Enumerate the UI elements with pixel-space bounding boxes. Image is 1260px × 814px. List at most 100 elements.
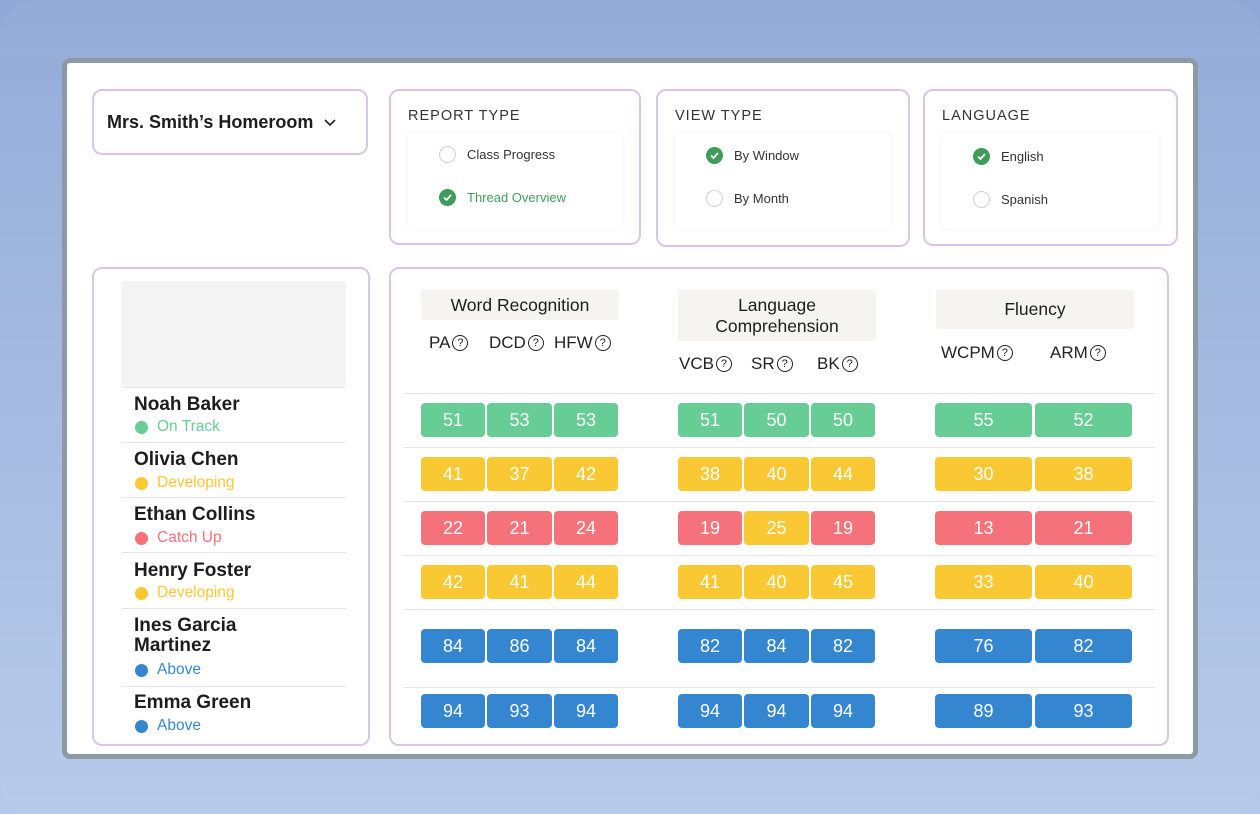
check-circle-icon: [439, 189, 456, 206]
score-cell[interactable]: 45: [811, 565, 875, 599]
scores-panel: Word Recognition Language Comprehension …: [389, 267, 1169, 746]
score-cell[interactable]: 33: [935, 565, 1032, 599]
student-status: Above: [135, 717, 201, 735]
student-row[interactable]: Henry Foster Developing: [122, 552, 346, 608]
score-cell[interactable]: 53: [487, 403, 552, 437]
report-type-card: REPORT TYPE Class Progress Thread Overvi…: [389, 89, 641, 245]
help-icon[interactable]: ?: [527, 335, 544, 351]
help-icon[interactable]: ?: [1089, 345, 1106, 361]
group-header-fluency: Fluency: [936, 290, 1134, 329]
chevron-down-icon: [323, 115, 337, 129]
check-circle-icon: [706, 147, 723, 164]
student-list-header: [121, 281, 346, 387]
status-label: On Track: [157, 418, 220, 435]
row-divider: [403, 447, 1155, 448]
score-cell[interactable]: 41: [487, 565, 552, 599]
score-cell[interactable]: 19: [811, 511, 875, 545]
score-cell[interactable]: 21: [487, 511, 552, 545]
student-row[interactable]: Olivia Chen Developing: [122, 442, 346, 497]
student-row[interactable]: Emma Green Above: [122, 686, 346, 742]
score-cell[interactable]: 42: [554, 457, 618, 491]
app-window: Mrs. Smith’s Homeroom REPORT TYPE Class …: [62, 58, 1198, 759]
class-select-dropdown[interactable]: Mrs. Smith’s Homeroom: [92, 89, 368, 155]
help-icon[interactable]: ?: [841, 356, 858, 372]
score-cell[interactable]: 13: [935, 511, 1032, 545]
score-cell[interactable]: 30: [935, 457, 1032, 491]
subskill-dcd: DCD ?: [489, 333, 544, 353]
group-header-language-comprehension: Language Comprehension: [678, 290, 876, 341]
score-cell[interactable]: 94: [554, 694, 618, 728]
score-cell[interactable]: 42: [421, 565, 485, 599]
status-label: Developing: [157, 474, 235, 491]
score-cell[interactable]: 82: [1035, 629, 1132, 663]
score-cell[interactable]: 50: [811, 403, 875, 437]
option-by-month[interactable]: By Month: [706, 190, 789, 207]
option-by-window[interactable]: By Window: [706, 147, 799, 164]
score-cell[interactable]: 94: [811, 694, 875, 728]
student-name: Olivia Chen: [134, 449, 239, 470]
student-name: Ines Garcia Martinez: [134, 615, 237, 656]
option-english[interactable]: English: [973, 148, 1044, 165]
score-cell[interactable]: 40: [1035, 565, 1132, 599]
option-label: Thread Overview: [467, 190, 566, 205]
help-icon[interactable]: ?: [996, 345, 1013, 361]
score-cell[interactable]: 86: [487, 629, 552, 663]
score-cell[interactable]: 51: [421, 403, 485, 437]
score-cell[interactable]: 37: [487, 457, 552, 491]
student-row[interactable]: Ethan Collins Catch Up: [122, 497, 346, 552]
score-cell[interactable]: 82: [678, 629, 742, 663]
score-cell[interactable]: 22: [421, 511, 485, 545]
score-cell[interactable]: 38: [1035, 457, 1132, 491]
score-cell[interactable]: 76: [935, 629, 1032, 663]
option-label: Class Progress: [467, 147, 556, 162]
student-status: Catch Up: [135, 529, 222, 547]
score-cell[interactable]: 84: [744, 629, 809, 663]
help-icon[interactable]: ?: [594, 335, 611, 351]
group-header-word-recognition: Word Recognition: [421, 290, 619, 320]
score-cell[interactable]: 94: [678, 694, 742, 728]
score-cell[interactable]: 44: [554, 565, 618, 599]
report-type-title: REPORT TYPE: [408, 108, 521, 124]
subskill-vcb: VCB ?: [679, 354, 732, 374]
option-spanish[interactable]: Spanish: [973, 191, 1048, 208]
score-cell[interactable]: 38: [678, 457, 742, 491]
student-name: Henry Foster: [134, 560, 252, 581]
score-cell[interactable]: 94: [744, 694, 809, 728]
help-icon[interactable]: ?: [452, 335, 469, 351]
score-cell[interactable]: 93: [1035, 694, 1132, 728]
score-cell[interactable]: 89: [935, 694, 1032, 728]
score-cell[interactable]: 41: [421, 457, 485, 491]
help-icon[interactable]: ?: [776, 356, 793, 372]
student-status: Developing: [135, 584, 235, 602]
score-cell[interactable]: 84: [421, 629, 485, 663]
score-cell[interactable]: 25: [744, 511, 809, 545]
score-cell[interactable]: 51: [678, 403, 742, 437]
student-status: Above: [135, 661, 201, 679]
score-cell[interactable]: 84: [554, 629, 618, 663]
score-cell[interactable]: 93: [487, 694, 552, 728]
score-cell[interactable]: 50: [744, 403, 809, 437]
option-thread-overview[interactable]: Thread Overview: [439, 189, 566, 206]
score-cell[interactable]: 40: [744, 457, 809, 491]
option-label: English: [1001, 149, 1044, 164]
score-cell[interactable]: 82: [811, 629, 875, 663]
score-cell[interactable]: 41: [678, 565, 742, 599]
score-cell[interactable]: 53: [554, 403, 618, 437]
score-cell[interactable]: 44: [811, 457, 875, 491]
student-row[interactable]: Noah Baker On Track: [122, 387, 346, 442]
help-icon[interactable]: ?: [715, 356, 732, 372]
score-cell[interactable]: 52: [1035, 403, 1132, 437]
student-name: Emma Green: [134, 692, 252, 713]
score-cell[interactable]: 21: [1035, 511, 1132, 545]
status-label: Above: [157, 661, 201, 678]
subskill-wcpm: WCPM ?: [941, 343, 1013, 363]
score-cell[interactable]: 19: [678, 511, 742, 545]
score-cell[interactable]: 24: [554, 511, 618, 545]
student-row[interactable]: Ines Garcia Martinez Above: [122, 608, 346, 686]
radio-unchecked-icon: [706, 190, 723, 207]
score-cell[interactable]: 94: [421, 694, 485, 728]
option-class-progress[interactable]: Class Progress: [439, 146, 555, 163]
score-cell[interactable]: 40: [744, 565, 809, 599]
score-cell[interactable]: 55: [935, 403, 1032, 437]
status-dot-icon: [135, 586, 148, 600]
